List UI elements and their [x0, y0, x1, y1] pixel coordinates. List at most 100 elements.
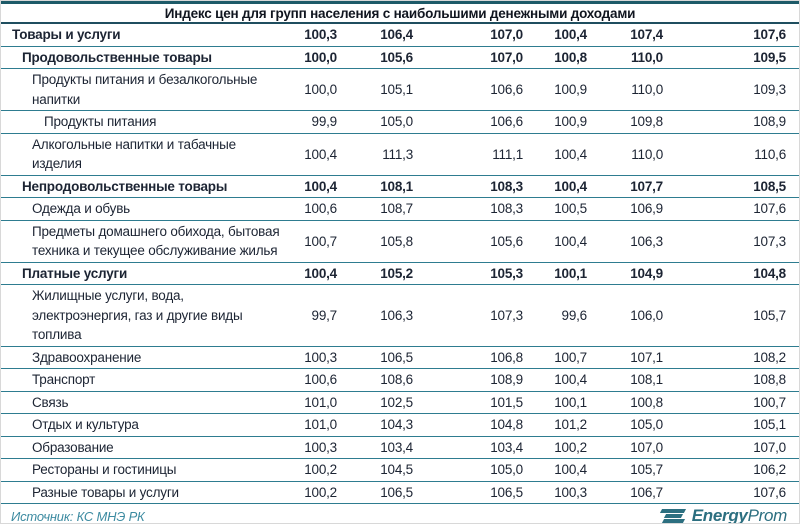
value-cell: 105,7	[630, 462, 663, 478]
table-row: Алкогольные напитки и табачные изделия 10…	[1, 134, 799, 176]
value-cell: 108,1	[630, 372, 663, 388]
value-cell: 106,8	[490, 349, 523, 365]
value-cell: 100,8	[554, 49, 587, 65]
value-cell: 100,2	[554, 439, 587, 455]
table-row: Здравоохранение 100,3 106,5 106,8 100,7 107,1…	[1, 347, 799, 369]
table-body: Товары и услуги 100,3 106,4 107,0 100,4 107,4…	[1, 24, 799, 504]
row-label: Здравоохранение	[32, 349, 142, 365]
value-cell: 105,1	[753, 417, 786, 433]
logo-text-light: Prom	[747, 506, 788, 524]
value-cell: 101,5	[490, 394, 523, 410]
value-cell: 105,7	[753, 307, 786, 323]
table-row: Товары и услуги 100,3 106,4 107,0 100,4 107,4…	[1, 24, 799, 47]
value-cell: 100,9	[554, 82, 587, 97]
row-label: Рестораны и гостиницы	[32, 462, 177, 477]
value-cell: 106,5	[380, 349, 413, 365]
value-cell: 107,3	[753, 233, 786, 249]
value-cell: 107,0	[490, 27, 523, 43]
value-cell: 107,7	[630, 178, 663, 194]
value-cell: 103,4	[490, 439, 523, 455]
value-cell: 100,6	[304, 201, 337, 217]
value-cell: 105,0	[490, 462, 523, 478]
value-cell: 107,0	[630, 439, 663, 455]
table-row: Непродовольственные товары 100,4 108,1 108,…	[1, 176, 799, 198]
value-cell: 105,0	[630, 417, 663, 433]
value-cell: 108,1	[380, 178, 413, 194]
value-cell: 100,4	[554, 146, 587, 162]
value-cell: 100,3	[304, 439, 337, 455]
value-cell: 100,3	[554, 484, 587, 500]
value-cell: 105,6	[490, 233, 523, 249]
value-cell: 108,8	[753, 372, 786, 388]
value-cell: 100,2	[304, 484, 337, 500]
value-cell: 106,0	[630, 307, 663, 323]
logo-text-bold: Energy	[691, 506, 748, 524]
table-title: Индекс цен для групп населения с наиболь…	[1, 4, 799, 24]
value-cell: 107,6	[753, 484, 786, 500]
value-cell: 100,4	[554, 178, 587, 194]
row-label: Жилищные услуги, вода, электроэнергия, г…	[32, 288, 243, 342]
value-cell: 100,4	[554, 462, 587, 478]
value-cell: 105,2	[380, 265, 413, 281]
value-cell: 107,6	[753, 27, 786, 43]
row-label: Транспорт	[32, 372, 96, 387]
value-cell: 103,4	[380, 439, 413, 455]
row-label: Алкогольные напитки и табачные изделия	[32, 136, 236, 172]
value-cell: 101,0	[304, 394, 337, 410]
logo-text: EnergyProm	[691, 506, 788, 524]
row-label: Образование	[32, 439, 114, 455]
row-label: Непродовольственные товары	[22, 178, 228, 194]
value-cell: 105,1	[380, 82, 413, 97]
value-cell: 100,1	[554, 265, 587, 281]
value-cell: 102,5	[380, 394, 413, 410]
value-cell: 106,7	[630, 484, 663, 500]
value-cell: 104,8	[490, 417, 523, 433]
value-cell: 108,2	[753, 349, 786, 365]
value-cell: 104,8	[753, 265, 786, 281]
value-cell: 106,2	[753, 462, 786, 478]
value-cell: 108,5	[753, 178, 786, 194]
row-label: Предметы домашнего обихода, бытовая техн…	[32, 223, 280, 259]
value-cell: 106,9	[630, 201, 663, 217]
value-cell: 100,7	[554, 349, 587, 365]
value-cell: 100,3	[304, 27, 337, 43]
value-cell: 107,0	[753, 439, 786, 455]
value-cell: 111,3	[382, 146, 413, 162]
energyprom-e-icon	[659, 509, 687, 523]
value-cell: 107,3	[490, 307, 523, 323]
value-cell: 100,2	[304, 462, 337, 478]
row-label: Продукты питания	[44, 114, 157, 129]
value-cell: 105,0	[380, 114, 413, 130]
value-cell: 100,0	[304, 49, 337, 65]
value-cell: 108,6	[380, 372, 413, 388]
row-label: Товары и услуги	[12, 27, 121, 42]
value-cell: 106,3	[630, 233, 663, 249]
value-cell: 106,6	[490, 82, 523, 97]
value-cell: 105,6	[380, 49, 413, 65]
value-cell: 100,4	[554, 233, 587, 249]
table-row: Транспорт 100,6 108,6 108,9 100,4 108,1 108,8	[1, 369, 799, 392]
value-cell: 100,1	[554, 394, 587, 410]
value-cell: 100,4	[554, 27, 587, 43]
row-label: Разные товары и услуги	[32, 484, 179, 500]
table-row: Связь 101,0 102,5 101,5 100,1 100,8 100,7	[1, 392, 799, 414]
value-cell: 99,7	[311, 307, 338, 323]
row-label: Отдых и культура	[32, 417, 139, 432]
row-label: Продовольственные товары	[22, 49, 212, 65]
value-cell: 110,0	[630, 49, 663, 65]
value-cell: 101,2	[554, 417, 587, 433]
row-label: Продукты питания и безалкогольные напитк…	[32, 72, 258, 107]
value-cell: 99,9	[311, 114, 338, 130]
value-cell: 104,9	[630, 265, 663, 281]
value-cell: 104,5	[380, 462, 413, 478]
value-cell: 99,6	[561, 307, 588, 323]
value-cell: 100,7	[753, 394, 786, 410]
table-row: Разные товары и услуги 100,2 106,5 106,5 100…	[1, 482, 799, 504]
value-cell: 100,7	[304, 233, 337, 249]
value-cell: 107,0	[490, 49, 523, 65]
value-cell: 108,9	[753, 114, 786, 130]
value-cell: 105,3	[490, 265, 523, 281]
value-cell: 108,7	[380, 201, 413, 217]
table-row: Образование 100,3 103,4 103,4 100,2 107,0 107,…	[1, 437, 799, 459]
